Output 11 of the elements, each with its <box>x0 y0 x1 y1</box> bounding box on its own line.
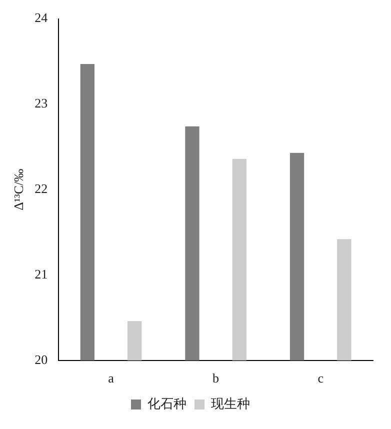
y-tick-label: 22 <box>34 181 48 196</box>
y-tick-label: 24 <box>34 10 48 26</box>
x-tick-label: a <box>108 370 114 386</box>
y-axis-title: Δ¹³C/‰ <box>11 168 26 210</box>
y-tick-label: 21 <box>34 266 48 282</box>
legend-label: 化石种 <box>148 396 186 411</box>
x-tick-label: b <box>212 370 220 386</box>
y-tick-label: 23 <box>34 96 48 111</box>
x-tick-label: c <box>318 370 324 386</box>
legend-label: 现生种 <box>211 396 250 411</box>
y-tick-label: 20 <box>34 352 48 367</box>
